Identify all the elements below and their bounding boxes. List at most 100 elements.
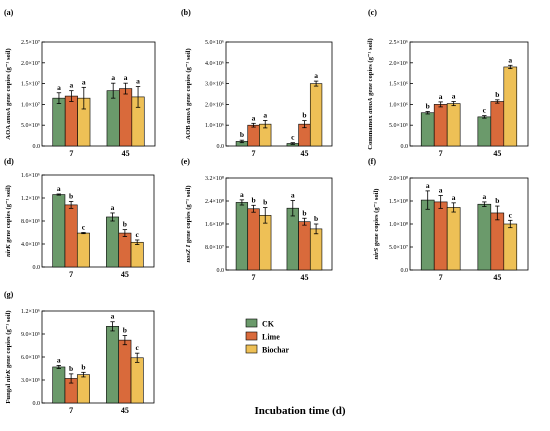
- x-category-label: 45: [121, 270, 129, 279]
- y-label-suffix: gene copies (g⁻¹ soil): [367, 38, 374, 97]
- significance-letter: a: [111, 73, 115, 82]
- bar-ck-45: [106, 326, 120, 404]
- bar-lime-45: [118, 339, 132, 404]
- significance-letter: a: [57, 83, 61, 92]
- significance-letter: a: [111, 312, 115, 321]
- y-tick-label: 4.0×10⁵: [21, 242, 40, 248]
- y-tick-label: 0.0: [33, 144, 41, 150]
- y-tick-label: 3.0×10⁵: [21, 378, 40, 384]
- y-axis-label: AOA amoA gene copies (g⁻¹ soil): [5, 48, 12, 139]
- y-axis-label: AOB amoA gene copies (g⁻¹ soil): [185, 48, 192, 139]
- y-label-gene: amoA: [185, 107, 192, 124]
- significance-letter: c: [136, 343, 140, 352]
- bar-ck-7: [420, 199, 435, 271]
- panel-label: (b): [181, 8, 191, 17]
- panel-label: (c): [368, 8, 377, 17]
- y-tick-label: 1.0×10⁶: [205, 123, 224, 129]
- significance-letter: a: [263, 110, 267, 119]
- significance-letter: b: [81, 362, 85, 371]
- significance-letter: a: [452, 91, 456, 100]
- bar-ck-7: [420, 112, 435, 147]
- y-label-suffix: gene copies (g⁻¹ soil): [373, 188, 380, 247]
- legend-swatch-biochar: [245, 344, 258, 354]
- y-label-suffix: gene copies (g⁻¹ soil): [5, 48, 12, 107]
- bar-lime-7: [64, 95, 78, 147]
- panel-label: (a): [4, 8, 14, 17]
- y-axis-label: nirK gene copies (g⁻¹ soil): [5, 185, 12, 257]
- y-tick-label: 0.0: [33, 265, 41, 271]
- bar-lime-45: [490, 101, 505, 147]
- y-tick-label: 5.0×10⁵: [389, 123, 408, 129]
- significance-letter: b: [263, 198, 267, 207]
- chart-panel-g: (g) 0.0 3.0×10⁵ 6.0×10⁵ 9.0×10⁵ 1.2×10⁶ Fungal…: [4, 290, 155, 415]
- significance-letter: a: [508, 55, 512, 64]
- bar-ck-7: [235, 202, 249, 271]
- y-tick-label: 1.6×10⁸: [205, 222, 224, 228]
- y-tick-label: 8.0×10⁵: [21, 219, 40, 225]
- x-category-label: 45: [493, 273, 501, 282]
- y-tick-label: 1.2×10⁶: [21, 196, 40, 202]
- y-tick-label: 2.4×10⁸: [205, 199, 224, 205]
- bar-lime-45: [298, 221, 311, 271]
- bar-biochar-7: [446, 207, 461, 271]
- chart-panel-a: (a) 0.0 5.0×10⁶ 1.0×10⁷ 1.5×10⁷ 2.0×10⁷ 2.5×10…: [4, 8, 156, 158]
- legend-swatch-lime: [245, 331, 258, 341]
- significance-letter: b: [495, 90, 499, 99]
- y-tick-label: 3.0×10⁶: [205, 82, 224, 88]
- y-tick-label: 5.0×10⁷: [389, 245, 408, 251]
- y-label-prefix: AOB: [185, 124, 192, 140]
- y-tick-label: 3.2×10⁸: [205, 176, 224, 182]
- bar-biochar-7: [76, 374, 90, 404]
- significance-letter: b: [251, 195, 255, 204]
- y-tick-label: 1.5×10⁶: [389, 82, 408, 88]
- bar-lime-7: [247, 208, 260, 271]
- y-tick-label: 1.2×10⁶: [21, 309, 40, 315]
- x-category-label: 45: [300, 273, 308, 282]
- legend-swatch-ck: [245, 318, 258, 328]
- significance-letter: c: [82, 223, 86, 232]
- significance-letter: a: [439, 92, 443, 101]
- y-tick-label: 0.0: [217, 268, 225, 274]
- y-axis-label: Commamox amoA gene copies (g⁻¹ soil): [367, 38, 374, 150]
- significance-letter: a: [252, 113, 256, 122]
- chart-panel-d: (d) 0.0 4.0×10⁵ 8.0×10⁵ 1.2×10⁶ 1.6×10⁶ nirK g…: [4, 157, 155, 279]
- plot-frame: [225, 41, 333, 147]
- x-category-label: 45: [493, 149, 501, 158]
- significance-letter: c: [509, 210, 513, 219]
- y-axis-label: Fungal nirK gene copies (g⁻¹ soil): [5, 310, 12, 403]
- bar-ck-45: [477, 203, 492, 271]
- chart-panel-c: (c) 0.0 5.0×10⁵ 1.0×10⁶ 1.5×10⁶ 2.0×10⁶ 2.5×10…: [367, 8, 529, 158]
- chart-panel-b: (b) 0.0 1.0×10⁶ 2.0×10⁶ 3.0×10⁶ 4.0×10⁶ 5.0×10…: [181, 8, 333, 158]
- significance-letter: b: [69, 364, 73, 373]
- bar-ck-7: [52, 194, 66, 268]
- bar-lime-45: [118, 232, 132, 268]
- y-tick-label: 2.0×10⁶: [389, 61, 408, 67]
- x-category-label: 7: [439, 273, 443, 282]
- y-tick-label: 5.0×10⁶: [21, 123, 40, 129]
- y-tick-label: 2.0×10⁷: [21, 61, 40, 67]
- bar-ck-45: [286, 207, 299, 271]
- y-label-suffix: gene copies (g⁻¹ soil): [185, 48, 192, 107]
- significance-letter: a: [111, 203, 115, 212]
- y-label-prefix: AOA: [5, 124, 12, 140]
- bar-ck-45: [106, 90, 120, 147]
- bar-biochar-45: [130, 241, 144, 268]
- significance-letter: b: [495, 196, 499, 205]
- bar-lime-7: [64, 204, 78, 268]
- x-category-label: 7: [69, 406, 73, 415]
- y-tick-label: 9.0×10⁵: [21, 332, 40, 338]
- significance-letter: c: [291, 133, 295, 142]
- bar-ck-7: [52, 97, 66, 147]
- significance-letter: a: [70, 81, 74, 90]
- significance-letter: a: [439, 185, 443, 194]
- bar-biochar-7: [446, 103, 461, 147]
- y-tick-label: 0.0: [33, 401, 41, 407]
- y-tick-label: 1.5×10⁷: [21, 82, 40, 88]
- y-tick-label: 1.6×10⁶: [21, 173, 40, 179]
- legend-label-biochar: Biochar: [262, 346, 290, 355]
- y-tick-label: 4.0×10⁶: [205, 61, 224, 67]
- significance-letter: a: [426, 181, 430, 190]
- y-label-gene: amoA: [367, 97, 374, 114]
- panel-label: (e): [181, 157, 190, 166]
